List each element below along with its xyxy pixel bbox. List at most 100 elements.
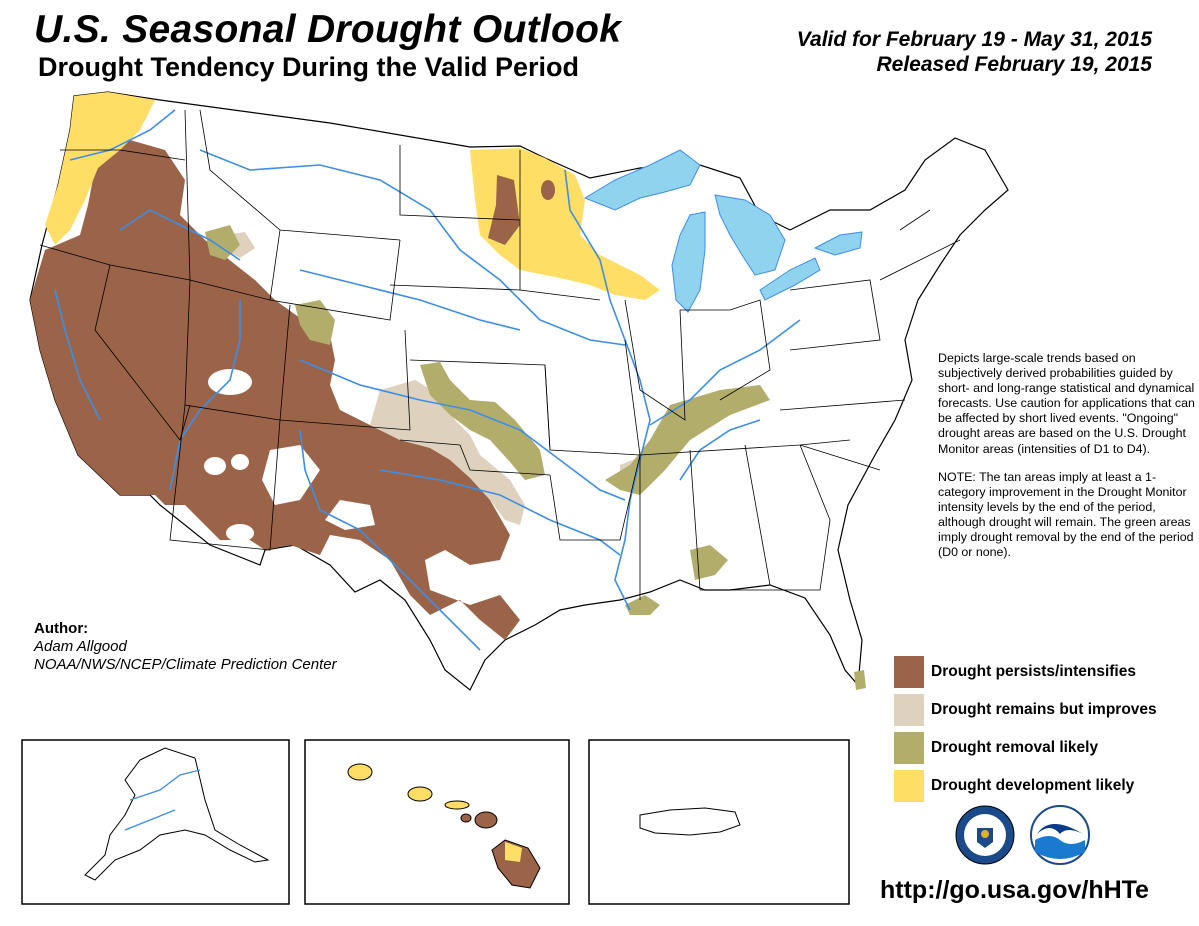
- state-boundaries: [39, 109, 961, 600]
- hole-5: [226, 524, 254, 542]
- mn-persist-top-1: [488, 175, 520, 245]
- mn-persist-top: [488, 175, 555, 245]
- rio-grande: [299, 429, 481, 651]
- snake-river: [119, 209, 241, 261]
- persists-areas: [30, 140, 520, 640]
- lake-michigan: [671, 211, 706, 313]
- la-removal: [625, 595, 660, 615]
- legend-label-removal: Drought removal likely: [931, 739, 1099, 756]
- boundary-ok-tx: [399, 439, 551, 476]
- hole-4: [262, 445, 320, 505]
- boundary-il-in: [624, 299, 686, 421]
- persist-holes: [204, 369, 375, 542]
- co-removal: [295, 300, 335, 345]
- boundary-ms-al: [639, 444, 771, 600]
- alaska-shape: [84, 747, 270, 881]
- author-heading: Author:: [34, 620, 89, 637]
- kuskokwim-river: [124, 809, 176, 831]
- ks-removal: [420, 362, 545, 480]
- boundary-mt: [199, 109, 401, 241]
- ohio-river: [649, 319, 801, 426]
- lake-huron: [714, 194, 786, 276]
- boundary-ar-la: [549, 454, 641, 541]
- plains-improve: [370, 380, 525, 525]
- boundary-sd-ne: [389, 284, 521, 291]
- development-areas: [45, 92, 660, 300]
- author-org: NOAA/NWS/NCEP/Climate Prediction Center: [34, 656, 337, 673]
- lanai: [460, 813, 472, 823]
- legend-label-persists: Drought persists/intensifies: [931, 663, 1136, 680]
- boundary-pa-ny: [789, 279, 881, 351]
- mn-development: [470, 148, 660, 300]
- wa-development: [45, 92, 155, 245]
- platte-river: [299, 269, 521, 331]
- hole-1: [208, 369, 252, 395]
- colorado-river: [169, 300, 241, 491]
- lake-ontario: [813, 231, 863, 256]
- big-island: [491, 839, 541, 889]
- legend-swatch-development: [894, 770, 924, 802]
- noaa-logo-icon: [1030, 805, 1090, 865]
- boundary-az-nm: [169, 404, 281, 551]
- page-subtitle: Drought Tendency During the Valid Period: [38, 52, 580, 82]
- description-paragraph-2: NOTE: The tan areas imply at least a 1-c…: [938, 469, 1194, 560]
- hole-6: [325, 500, 375, 530]
- boundary-mn-ia: [519, 150, 601, 301]
- mn-persist-top-2: [541, 180, 555, 200]
- outlook-url[interactable]: http://go.usa.gov/hHTe: [880, 876, 1149, 904]
- boundary-oh: [680, 299, 771, 401]
- boundary-wa-or: [60, 149, 186, 161]
- legend-swatch-persists: [894, 656, 924, 688]
- legend-swatch-removal: [894, 732, 924, 764]
- ms-removal: [690, 545, 728, 580]
- big-island-yellow: [505, 842, 522, 862]
- lake-erie: [759, 257, 821, 301]
- boundary-mo: [544, 339, 641, 456]
- molokai: [444, 800, 470, 810]
- tn-removal: [605, 385, 770, 495]
- legend-swatch-improves: [894, 694, 924, 726]
- author-block: Author: Adam Allgood NOAA/NWS/NCEP/Clima…: [34, 620, 337, 674]
- red-river: [379, 469, 621, 556]
- west-persist: [30, 140, 520, 640]
- alaska-rivers: [124, 769, 201, 831]
- oahu: [407, 786, 433, 802]
- maui: [474, 811, 498, 829]
- boundary-nd-sd: [399, 145, 521, 221]
- mississippi-river: [564, 169, 651, 611]
- great-lakes: [583, 149, 863, 313]
- description-paragraph-1: Depicts large-scale trends based on subj…: [938, 351, 1195, 456]
- boundary-ga-fl: [700, 444, 831, 591]
- hole-3: [231, 454, 249, 470]
- doc-seal-icon: [955, 805, 1015, 865]
- id-removal: [205, 225, 240, 260]
- legend-label-development: Drought development likely: [931, 777, 1135, 794]
- release-date: Released February 19, 2015: [876, 53, 1152, 76]
- columbia-river: [69, 109, 176, 161]
- hawaii-islands: [347, 763, 541, 889]
- fl-removal: [854, 670, 866, 690]
- boundary-ne: [879, 209, 961, 281]
- page-title: U.S. Seasonal Drought Outlook: [34, 8, 622, 51]
- hole-2: [204, 457, 226, 475]
- tennessee-river: [679, 419, 761, 481]
- boundary-nv: [94, 264, 191, 441]
- kauai: [347, 763, 373, 781]
- valid-period: Valid for February 19 - May 31, 2015: [796, 28, 1152, 51]
- boundary-ut-co: [184, 279, 291, 421]
- sacramento-river: [54, 289, 101, 421]
- boundary-va-nc: [779, 399, 906, 471]
- boundary-co-nm: [279, 329, 411, 431]
- author-name: Adam Allgood: [34, 638, 127, 655]
- lake-superior: [583, 149, 701, 211]
- boundary-wy: [269, 229, 401, 321]
- arkansas-river: [299, 359, 626, 501]
- description-panel: Depicts large-scale trends based on subj…: [938, 351, 1196, 573]
- puerto-rico-shape: [639, 807, 741, 836]
- removal-areas: [205, 225, 866, 690]
- legend-label-improves: Drought remains but improves: [931, 701, 1157, 718]
- yukon-river: [129, 769, 201, 801]
- agency-logos: [955, 805, 1090, 865]
- rivers: [54, 109, 801, 651]
